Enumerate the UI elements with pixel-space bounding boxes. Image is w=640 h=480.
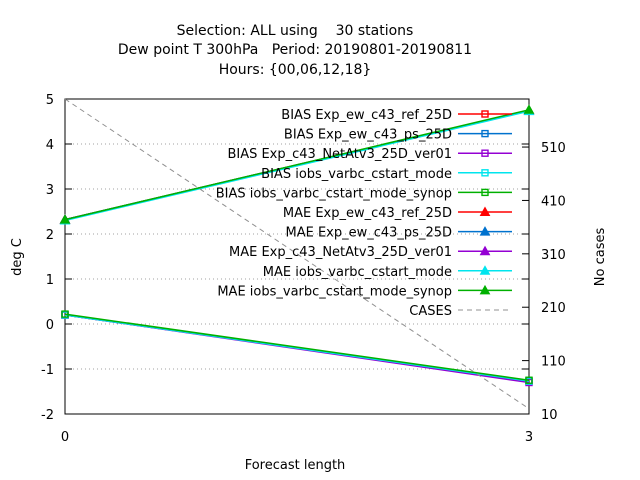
legend-label: MAE Exp_ew_c43_ps_25D — [285, 226, 452, 241]
chart-title: Selection: ALL using 30 stations Dew poi… — [118, 23, 472, 78]
legend-marker — [479, 284, 491, 295]
x-axis-label: Forecast length — [245, 458, 346, 473]
legend-marker — [481, 110, 489, 118]
legend-marker — [479, 206, 491, 216]
y-tick-label: 1 — [46, 273, 54, 288]
y2-tick-label: 210 — [541, 301, 566, 316]
legend-label: BIAS Exp_ew_c43_ps_25D — [284, 128, 452, 143]
data-point — [523, 104, 535, 114]
y-axis-label: deg C — [10, 238, 25, 276]
title-line-1: Selection: ALL using 30 stations — [177, 23, 414, 39]
y-tick-label: 2 — [46, 228, 54, 243]
title-line-3: Hours: {00,06,12,18} — [219, 62, 372, 78]
y2-tick-label: 410 — [541, 194, 566, 209]
series-line — [64, 98, 530, 410]
data-point — [61, 310, 69, 318]
legend-label: BIAS iobs_varbc_cstart_mode_synop — [216, 186, 452, 201]
legend-label: BIAS Exp_ew_c43_ref_25D — [281, 108, 452, 123]
y-tick-label: 3 — [46, 183, 54, 198]
legend-label: MAE iobs_varbc_cstart_mode_synop — [217, 284, 452, 299]
x-tick-label: 0 — [61, 430, 69, 445]
series-line — [64, 109, 530, 221]
legend-label: MAE Exp_c43_NetAtv3_25D_ver01 — [229, 245, 452, 260]
grid — [65, 143, 529, 370]
y2-tick-label: 510 — [541, 141, 566, 156]
x-tick-label: 3 — [525, 430, 533, 445]
legend-label: CASES — [409, 304, 452, 319]
y2-tick-label: 310 — [541, 248, 566, 263]
legend-marker — [481, 149, 489, 157]
legend-marker — [479, 226, 491, 236]
y-tick-label: -1 — [41, 363, 54, 378]
series-line — [64, 314, 530, 382]
legend-marker — [479, 265, 491, 275]
series-line — [64, 110, 530, 222]
y-tick-label: -2 — [41, 408, 54, 423]
legend-label: BIAS Exp_c43_NetAtv3_25D_ver01 — [227, 147, 452, 162]
legend: BIAS Exp_ew_c43_ref_25D BIAS Exp_ew_c43_p… — [216, 108, 512, 319]
legend-marker — [479, 245, 491, 256]
legend-label: MAE iobs_varbc_cstart_mode — [263, 265, 452, 280]
legend-label: MAE Exp_ew_c43_ref_25D — [283, 206, 452, 221]
plot-series — [59, 98, 535, 410]
y2-axis-label: No cases — [593, 228, 608, 287]
y2-tick-label: 110 — [541, 355, 566, 370]
y-tick-label: 5 — [46, 93, 54, 108]
data-point — [525, 376, 533, 384]
legend-marker — [481, 188, 489, 197]
legend-marker — [481, 129, 489, 138]
plot-frame — [64, 98, 530, 415]
series-line — [64, 313, 530, 381]
data-point — [59, 214, 71, 224]
title-line-2: Dew point T 300hPa Period: 20190801-2019… — [118, 42, 472, 58]
y2-tick-label: 10 — [541, 408, 558, 423]
y-tick-label: 4 — [46, 138, 54, 153]
legend-marker — [481, 169, 489, 177]
y-tick-label: 0 — [46, 318, 54, 333]
legend-label: BIAS iobs_varbc_cstart_mode — [261, 167, 452, 182]
